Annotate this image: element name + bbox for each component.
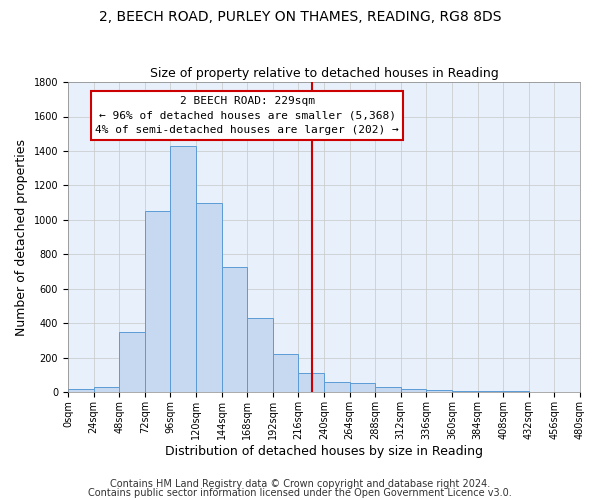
Bar — [375, 387, 401, 392]
Bar — [427, 390, 452, 392]
Bar — [119, 332, 145, 392]
Bar — [145, 211, 170, 392]
Bar — [324, 382, 350, 392]
Bar — [350, 384, 375, 392]
Y-axis label: Number of detached properties: Number of detached properties — [15, 138, 28, 336]
Bar — [401, 388, 427, 392]
X-axis label: Distribution of detached houses by size in Reading: Distribution of detached houses by size … — [165, 444, 483, 458]
Text: Contains HM Land Registry data © Crown copyright and database right 2024.: Contains HM Land Registry data © Crown c… — [110, 479, 490, 489]
Bar — [170, 146, 196, 392]
Text: Contains public sector information licensed under the Open Government Licence v3: Contains public sector information licen… — [88, 488, 512, 498]
Bar — [196, 202, 221, 392]
Bar — [478, 391, 503, 392]
Bar — [94, 387, 119, 392]
Bar — [273, 354, 298, 392]
Text: 2 BEECH ROAD: 229sqm
← 96% of detached houses are smaller (5,368)
4% of semi-det: 2 BEECH ROAD: 229sqm ← 96% of detached h… — [95, 96, 399, 136]
Bar — [298, 373, 324, 392]
Bar — [221, 267, 247, 392]
Bar — [503, 391, 529, 392]
Bar — [68, 390, 94, 392]
Text: 2, BEECH ROAD, PURLEY ON THAMES, READING, RG8 8DS: 2, BEECH ROAD, PURLEY ON THAMES, READING… — [99, 10, 501, 24]
Title: Size of property relative to detached houses in Reading: Size of property relative to detached ho… — [149, 66, 499, 80]
Bar — [247, 318, 273, 392]
Bar — [452, 391, 478, 392]
